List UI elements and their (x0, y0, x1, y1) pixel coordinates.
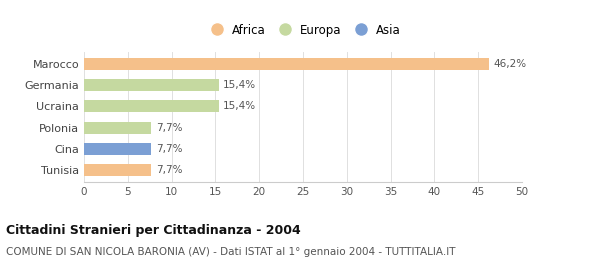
Text: COMUNE DI SAN NICOLA BARONIA (AV) - Dati ISTAT al 1° gennaio 2004 - TUTTITALIA.I: COMUNE DI SAN NICOLA BARONIA (AV) - Dati… (6, 247, 455, 257)
Bar (84, 101, 219, 112)
Text: 7,7%: 7,7% (156, 165, 182, 175)
Bar (84, 79, 219, 91)
Text: 7,7%: 7,7% (156, 144, 182, 154)
Text: 46,2%: 46,2% (493, 59, 526, 69)
Bar (84, 164, 151, 176)
Text: 15,4%: 15,4% (223, 80, 256, 90)
Text: Cittadini Stranieri per Cittadinanza - 2004: Cittadini Stranieri per Cittadinanza - 2… (6, 224, 301, 237)
Text: 7,7%: 7,7% (156, 123, 182, 133)
Bar (84, 143, 151, 155)
Text: 15,4%: 15,4% (223, 101, 256, 111)
Bar (84, 58, 489, 70)
Bar (84, 122, 151, 133)
Legend: Africa, Europa, Asia: Africa, Europa, Asia (200, 19, 406, 41)
